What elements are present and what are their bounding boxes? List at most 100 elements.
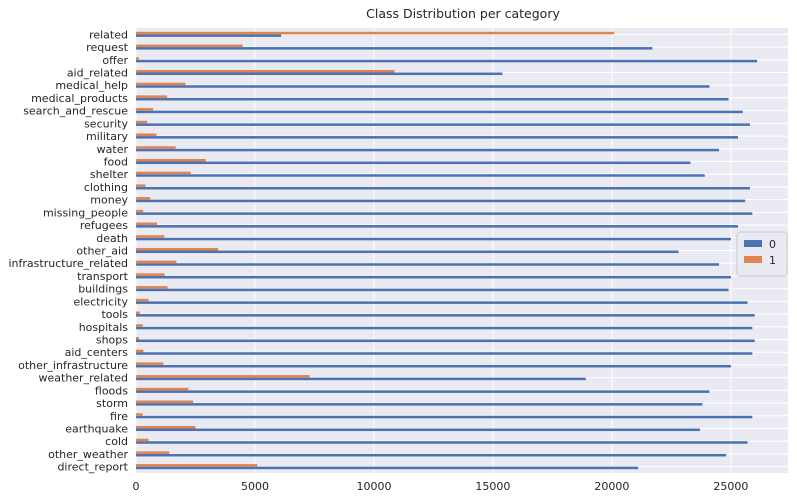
bar-series-0-other_weather bbox=[136, 453, 727, 457]
y-tick-label: other_infrastructure bbox=[18, 359, 128, 372]
bar-series-1-buildings bbox=[136, 286, 168, 289]
y-tick-label: missing_people bbox=[43, 206, 128, 219]
x-tick-label: 25000 bbox=[713, 480, 748, 493]
bar-series-1-medical_help bbox=[136, 82, 186, 86]
legend-label-1: 1 bbox=[769, 254, 776, 267]
bar-series-0-clothing bbox=[136, 186, 750, 190]
bar-series-0-request bbox=[136, 47, 653, 50]
bar-series-0-money bbox=[136, 199, 746, 203]
bar-series-0-shelter bbox=[136, 174, 705, 177]
legend-label-0: 0 bbox=[769, 238, 776, 251]
bar-series-0-weather_related bbox=[136, 377, 586, 381]
bar-series-0-medical_help bbox=[136, 85, 710, 88]
bar-series-0-earthquake bbox=[136, 428, 700, 432]
y-tick-label: related bbox=[89, 28, 128, 41]
bar-series-0-offer bbox=[136, 59, 758, 63]
y-tick-label: earthquake bbox=[65, 423, 128, 436]
bar-series-1-death bbox=[136, 235, 165, 238]
bar-series-0-shops bbox=[136, 339, 755, 343]
y-tick-label: cold bbox=[105, 435, 128, 448]
bar-series-1-electricity bbox=[136, 298, 149, 302]
x-tick-label: 15000 bbox=[475, 480, 510, 493]
y-tick-label: refugees bbox=[80, 219, 128, 232]
y-tick-label: money bbox=[90, 194, 128, 207]
y-tick-label: offer bbox=[102, 54, 128, 67]
bar-series-0-fire bbox=[136, 415, 753, 419]
bar-series-1-food bbox=[136, 158, 206, 162]
bar-series-0-infrastructure_related bbox=[136, 263, 719, 266]
bar-series-0-security bbox=[136, 123, 750, 126]
bar-series-0-refugees bbox=[136, 225, 739, 228]
y-tick-label: food bbox=[104, 156, 128, 169]
y-tick-label: hospitals bbox=[79, 321, 129, 334]
bar-series-1-other_aid bbox=[136, 247, 219, 251]
bar-series-0-medical_products bbox=[136, 97, 729, 101]
y-tick-label: shelter bbox=[90, 168, 129, 181]
y-tick-label: search_and_rescue bbox=[23, 105, 128, 118]
bar-series-0-search_and_rescue bbox=[136, 110, 743, 114]
bar-series-0-electricity bbox=[136, 301, 748, 304]
y-tick-label: electricity bbox=[74, 295, 129, 308]
bar-series-1-shelter bbox=[136, 171, 191, 175]
legend: 01 bbox=[736, 231, 788, 277]
bar-series-0-cold bbox=[136, 441, 748, 444]
bar-series-1-aid_centers bbox=[136, 349, 144, 353]
y-tick-label: tools bbox=[101, 308, 128, 321]
bar-series-1-tools bbox=[136, 311, 140, 315]
bar-series-0-floods bbox=[136, 390, 710, 393]
bar-series-0-other_infrastructure bbox=[136, 364, 731, 368]
y-tick-label: request bbox=[86, 41, 129, 54]
bar-series-1-weather_related bbox=[136, 375, 310, 378]
bar-series-1-clothing bbox=[136, 184, 146, 187]
bar-series-1-search_and_rescue bbox=[136, 108, 154, 111]
x-tick-label: 0 bbox=[133, 480, 140, 493]
y-tick-label: other_weather bbox=[48, 448, 128, 461]
bar-series-1-offer bbox=[136, 57, 139, 60]
bar-series-1-shops bbox=[136, 336, 139, 340]
bars bbox=[136, 31, 758, 470]
y-tick-label: medical_products bbox=[31, 92, 128, 105]
x-tick-label: 20000 bbox=[594, 480, 629, 493]
y-tick-label: infrastructure_related bbox=[9, 257, 129, 270]
bar-series-0-buildings bbox=[136, 288, 729, 292]
y-tick-label: aid_related bbox=[67, 67, 128, 80]
bar-series-1-request bbox=[136, 44, 243, 48]
y-tick-labels: direct_reportother_weathercoldearthquake… bbox=[9, 28, 129, 473]
legend-swatch-0 bbox=[744, 240, 762, 247]
bar-series-0-military bbox=[136, 136, 739, 139]
y-tick-label: fire bbox=[110, 410, 128, 423]
bar-series-1-other_weather bbox=[136, 451, 170, 454]
bar-series-1-other_infrastructure bbox=[136, 362, 164, 365]
y-tick-label: aid_centers bbox=[65, 346, 129, 359]
y-tick-label: water bbox=[97, 143, 129, 156]
y-tick-label: medical_help bbox=[55, 79, 128, 92]
bar-series-0-hospitals bbox=[136, 326, 753, 330]
bar-series-1-refugees bbox=[136, 222, 157, 226]
bar-series-1-direct_report bbox=[136, 464, 258, 467]
bar-series-1-missing_people bbox=[136, 209, 144, 213]
bar-series-1-medical_products bbox=[136, 95, 168, 98]
bar-series-1-fire bbox=[136, 413, 143, 416]
y-tick-label: shops bbox=[96, 334, 128, 347]
y-tick-label: clothing bbox=[84, 181, 128, 194]
y-tick-label: military bbox=[86, 130, 128, 143]
bar-series-1-earthquake bbox=[136, 425, 196, 429]
bar-series-0-aid_centers bbox=[136, 352, 753, 355]
bar-series-1-floods bbox=[136, 387, 189, 391]
x-tick-label: 5000 bbox=[241, 480, 269, 493]
bar-series-0-tools bbox=[136, 314, 755, 317]
y-tick-label: transport bbox=[77, 270, 129, 283]
bar-series-1-money bbox=[136, 197, 151, 200]
x-tick-labels: 0 5000 10000 15000 20000 25000 bbox=[133, 480, 749, 493]
bar-series-1-water bbox=[136, 146, 176, 149]
bar-series-0-missing_people bbox=[136, 212, 753, 215]
bar-series-0-aid_related bbox=[136, 72, 503, 76]
bar-series-1-storm bbox=[136, 400, 194, 404]
bar-series-1-related bbox=[136, 31, 615, 35]
y-tick-label: direct_report bbox=[57, 461, 128, 474]
bar-series-0-related bbox=[136, 34, 282, 37]
y-tick-label: weather_related bbox=[39, 372, 129, 385]
bar-series-0-death bbox=[136, 237, 731, 241]
bar-series-0-transport bbox=[136, 275, 731, 279]
y-tick-label: death bbox=[96, 232, 128, 245]
